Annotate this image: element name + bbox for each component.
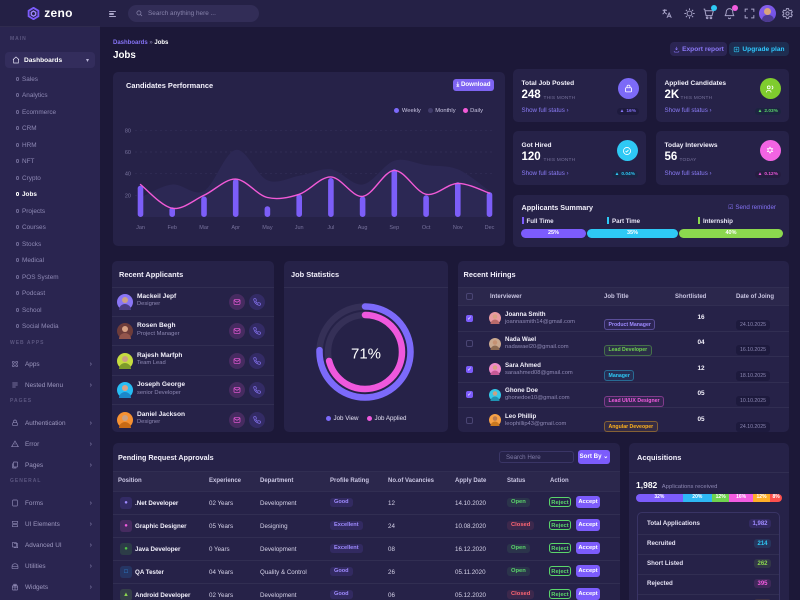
svg-text:May: May	[262, 225, 273, 231]
svg-text:Feb: Feb	[167, 225, 176, 231]
svg-text:40: 40	[125, 172, 131, 178]
svg-text:Sep: Sep	[389, 225, 399, 231]
svg-text:Oct: Oct	[422, 225, 431, 231]
svg-text:Dec: Dec	[485, 225, 495, 231]
svg-text:Apr: Apr	[231, 225, 240, 231]
svg-text:Jan: Jan	[136, 225, 145, 231]
svg-text:60: 60	[125, 150, 131, 156]
svg-text:80: 80	[125, 128, 131, 134]
svg-text:Mar: Mar	[199, 225, 209, 231]
svg-text:Aug: Aug	[358, 225, 368, 231]
svg-text:Jun: Jun	[295, 225, 304, 231]
svg-text:20: 20	[125, 193, 131, 199]
svg-text:Jul: Jul	[327, 225, 334, 231]
svg-text:Nov: Nov	[453, 225, 463, 231]
